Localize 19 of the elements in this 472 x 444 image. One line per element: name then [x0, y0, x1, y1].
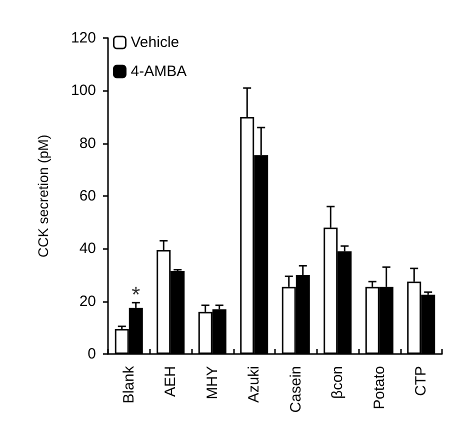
y-axis-title: CCK secretion (pM): [35, 134, 51, 258]
y-tick-label: 40: [79, 240, 96, 258]
legend-label: Vehicle: [130, 34, 180, 51]
y-tick-label: 100: [70, 82, 96, 100]
legend-label: 4-AMBA: [130, 63, 187, 80]
x-tick-label: MHY: [204, 366, 221, 400]
y-tick-label: 20: [79, 292, 96, 310]
y-tick-label: 0: [88, 346, 96, 362]
x-tick-label: βcon: [329, 366, 346, 399]
x-tick-label: Potato: [370, 366, 388, 410]
x-tick-label: Azuki: [246, 366, 263, 403]
y-tick-label: 120: [70, 30, 96, 46]
x-tick-label: AEH: [162, 366, 180, 397]
y-tick-label: 60: [79, 188, 96, 204]
annotation: *: [132, 282, 141, 308]
x-tick-label: CTP: [412, 366, 430, 396]
x-tick-label: Casein: [287, 366, 304, 413]
y-tick-label: 80: [79, 134, 96, 152]
x-tick-label: Blank: [120, 366, 138, 404]
